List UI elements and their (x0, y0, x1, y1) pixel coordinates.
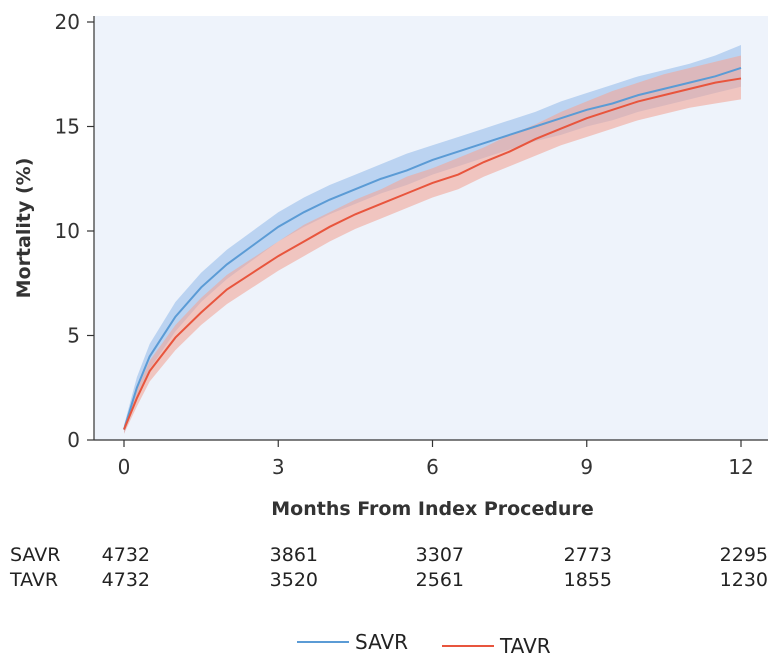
axes (93, 16, 768, 441)
risk-count: 2561 (415, 569, 464, 591)
risk-count: 3307 (415, 544, 464, 566)
x-tick-label: 12 (728, 455, 753, 479)
confidence-bands (124, 44, 741, 434)
legend-label-savr: SAVR (355, 630, 409, 654)
x-tick-label: 0 (118, 455, 131, 479)
risk-count: 4732 (101, 569, 150, 591)
legend: SAVR TAVR (0, 630, 770, 660)
series-line-savr (123, 67, 742, 430)
risk-count: 3520 (269, 569, 318, 591)
y-tick-label: 0 (67, 428, 80, 452)
legend-item-savr: SAVR (297, 630, 408, 654)
y-tick-label: 5 (67, 324, 80, 348)
x-tick-label: 6 (426, 455, 439, 479)
x-axis-title: Months From Index Procedure (271, 498, 593, 520)
y-tick-label: 15 (55, 115, 80, 139)
y-tick-label: 20 (55, 10, 80, 34)
risk-count: 1855 (563, 569, 612, 591)
risk-count: 2773 (563, 544, 612, 566)
legend-swatch-tavr (442, 645, 494, 647)
legend-swatch-savr (297, 641, 349, 643)
risk-count: 3861 (269, 544, 318, 566)
y-axis-title: Mortality (%) (13, 158, 35, 299)
series-lines (123, 67, 742, 430)
risk-count: 4732 (101, 544, 150, 566)
y-tick-label: 10 (55, 219, 80, 243)
mortality-chart: 0 5 10 15 20 0 3 6 9 12 Months From Index Procedu… (13, 10, 768, 520)
ci-band-tavr (124, 55, 741, 434)
legend-label-tavr: TAVR (500, 634, 551, 658)
risk-row-label-savr: SAVR (10, 544, 61, 566)
series-line-tavr (123, 77, 742, 430)
x-tick-label: 9 (580, 455, 593, 479)
x-tick-label: 3 (272, 455, 285, 479)
risk-count: 2295 (719, 544, 768, 566)
risk-row-label-tavr: TAVR (10, 569, 59, 591)
tick-labels: 0 5 10 15 20 0 3 6 9 12 (55, 10, 754, 479)
legend-item-tavr: TAVR (442, 634, 551, 658)
risk-count: 1230 (719, 569, 768, 591)
